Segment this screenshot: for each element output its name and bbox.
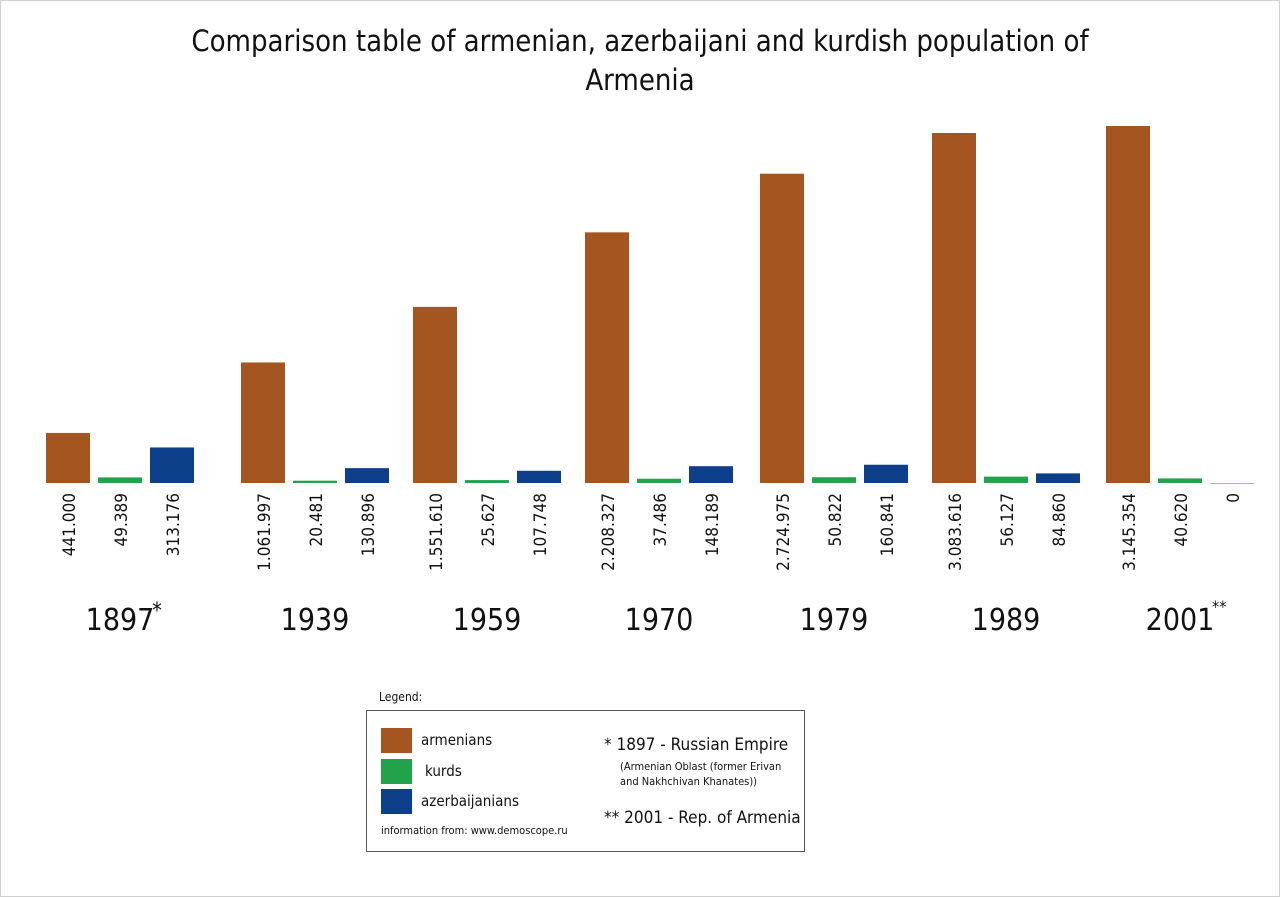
bar-group-1959: 1.551.610 25.627 107.748 1959 bbox=[413, 306, 561, 638]
bar-group-1989: 3.083.616 56.127 84.860 1989 bbox=[932, 133, 1080, 638]
bar-armenians-1989 bbox=[932, 133, 976, 483]
bar-kurds-1897 bbox=[98, 477, 142, 483]
bar-armenians-1897 bbox=[46, 432, 90, 483]
data-label-kurds-1970: 37.486 bbox=[651, 493, 671, 547]
bar-group-1979: 2.724.975 50.822 160.841 1979 bbox=[760, 173, 908, 638]
legend-box: armenians kurds azerbaijanians informati… bbox=[366, 710, 805, 852]
legend-swatch-armenians bbox=[381, 728, 412, 753]
bar-azerbaijanians-1939 bbox=[345, 468, 389, 483]
data-label-azerbaijanians-1959: 107.748 bbox=[531, 493, 551, 556]
bar-armenians-1970 bbox=[585, 232, 629, 483]
footnote-1897-detail: (Armenian Oblast (former Erivan and Nakh… bbox=[620, 760, 782, 788]
data-label-azerbaijanians-1989: 84.860 bbox=[1050, 493, 1070, 547]
category-marker-2001: ** bbox=[1212, 597, 1226, 616]
bar-kurds-1939 bbox=[293, 480, 337, 483]
bar-kurds-2001 bbox=[1158, 478, 1202, 483]
bar-azerbaijanians-1979 bbox=[864, 464, 908, 483]
category-label-1897: 1897 bbox=[86, 603, 155, 638]
data-label-kurds-1939: 20.481 bbox=[307, 493, 327, 547]
data-label-armenians-1897: 441.000 bbox=[60, 493, 80, 556]
legend-heading: Legend: bbox=[379, 690, 423, 704]
category-label-1979: 1979 bbox=[800, 603, 869, 638]
category-label-2001: 2001 bbox=[1146, 603, 1215, 638]
data-label-armenians-1959: 1.551.610 bbox=[427, 493, 447, 571]
category-label-1939: 1939 bbox=[281, 603, 350, 638]
legend-label-azerbaijanians: azerbaijanians bbox=[421, 792, 519, 810]
bar-azerbaijanians-1959 bbox=[517, 470, 561, 483]
legend-label-armenians: armenians bbox=[421, 731, 493, 749]
bar-kurds-1979 bbox=[812, 477, 856, 483]
data-label-kurds-1959: 25.627 bbox=[479, 493, 499, 547]
category-marker-1897: * bbox=[152, 599, 162, 624]
legend-swatch-kurds bbox=[381, 759, 412, 784]
data-label-azerbaijanians-1970: 148.189 bbox=[703, 493, 723, 556]
bar-azerbaijanians-1897 bbox=[150, 447, 194, 483]
category-label-1959: 1959 bbox=[453, 603, 522, 638]
bar-group-1970: 2.208.327 37.486 148.189 1970 bbox=[585, 232, 733, 638]
bar-armenians-1939 bbox=[241, 362, 285, 483]
data-label-kurds-2001: 40.620 bbox=[1172, 493, 1192, 547]
bar-armenians-1959 bbox=[413, 306, 457, 483]
bar-armenians-2001 bbox=[1106, 126, 1150, 483]
bar-kurds-1959 bbox=[465, 480, 509, 483]
bar-kurds-1970 bbox=[637, 478, 681, 483]
bar-group-2001: 3.145.354 40.620 0 2001** bbox=[1106, 126, 1254, 638]
data-label-armenians-1939: 1.061.997 bbox=[255, 493, 275, 571]
data-label-azerbaijanians-1979: 160.841 bbox=[878, 493, 898, 556]
data-label-armenians-1979: 2.724.975 bbox=[774, 493, 794, 571]
data-label-armenians-2001: 3.145.354 bbox=[1120, 493, 1140, 571]
bar-azerbaijanians-1989 bbox=[1036, 473, 1080, 483]
chart-title-line-1: Comparison table of armenian, azerbaijan… bbox=[191, 24, 1089, 58]
legend-label-kurds: kurds bbox=[425, 762, 462, 780]
footnote-1897: * 1897 - Russian Empire bbox=[604, 735, 789, 755]
data-label-kurds-1979: 50.822 bbox=[826, 493, 846, 547]
bar-group-1939: 1.061.997 20.481 130.896 1939 bbox=[241, 362, 389, 638]
bar-chart: 441.000 49.389 313.176 1897* 1.061.997 20.481… bbox=[46, 126, 1254, 638]
data-label-kurds-1897: 49.389 bbox=[112, 493, 132, 547]
data-label-armenians-1989: 3.083.616 bbox=[946, 493, 966, 571]
chart-title: Comparison table of armenian, azerbaijan… bbox=[0, 22, 1280, 100]
bar-armenians-1979 bbox=[760, 173, 804, 484]
bar-group-1897: 441.000 49.389 313.176 1897* bbox=[46, 432, 194, 638]
legend-swatch-azerbaijanians bbox=[381, 789, 412, 814]
bar-azerbaijanians-1970 bbox=[689, 466, 733, 483]
data-label-azerbaijanians-1939: 130.896 bbox=[359, 493, 379, 556]
footnote-2001: ** 2001 - Rep. of Armenia bbox=[604, 808, 801, 828]
bar-kurds-1989 bbox=[984, 476, 1028, 483]
category-label-1970: 1970 bbox=[625, 603, 694, 638]
data-label-kurds-1989: 56.127 bbox=[998, 493, 1018, 547]
data-label-azerbaijanians-2001: 0 bbox=[1224, 493, 1244, 503]
category-label-1989: 1989 bbox=[972, 603, 1041, 638]
chart-title-line-2: Armenia bbox=[585, 63, 695, 97]
data-label-armenians-1970: 2.208.327 bbox=[599, 493, 619, 571]
data-label-azerbaijanians-1897: 313.176 bbox=[164, 493, 184, 556]
source-note: information from: www.demoscope.ru bbox=[381, 824, 568, 837]
bar-azerbaijanians-2001 bbox=[1210, 483, 1254, 484]
